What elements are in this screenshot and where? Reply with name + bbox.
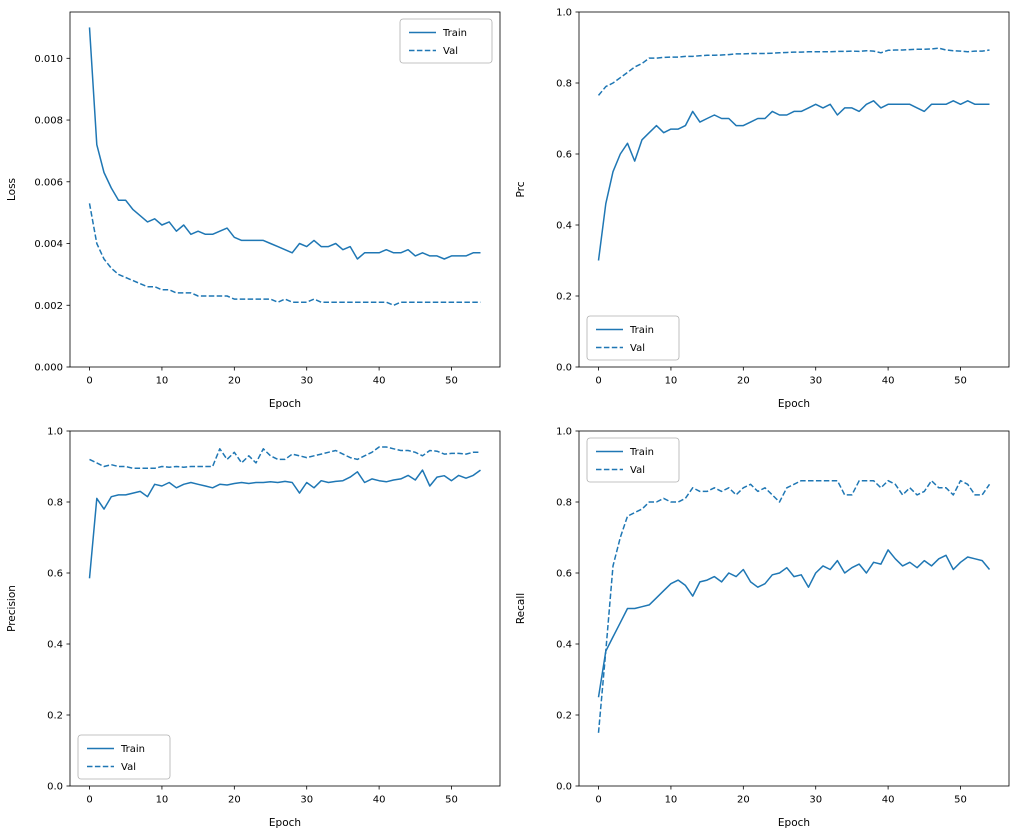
y-axis-label: Precision: [6, 585, 18, 632]
x-tick-label: 0: [86, 376, 92, 387]
x-axis-label: Epoch: [778, 817, 810, 829]
y-tick-label: 0.2: [47, 711, 63, 722]
y-tick-label: 0.0: [556, 782, 572, 793]
legend-label-train: Train: [629, 325, 654, 336]
precision-chart: 0 10 20 30 40 50 0.0 0.2 0.4 0.6 0.8 1.0 Epoch Precis…: [0, 419, 509, 838]
legend: Train Val: [399, 18, 493, 64]
x-tick-label: 40: [373, 376, 386, 387]
x-tick-label: 40: [373, 795, 386, 806]
y-tick-label: 0.008: [34, 116, 63, 127]
series-line-train: [597, 549, 991, 698]
x-tick-label: 20: [737, 376, 750, 387]
series-line-val: [88, 203, 481, 307]
y-tick-label: 0.6: [556, 569, 572, 580]
legend-label-val: Val: [630, 465, 645, 476]
legend: Train Val: [77, 734, 171, 780]
y-tick-label: 0.6: [556, 150, 572, 161]
series-line-train: [88, 469, 481, 579]
y-tick-label: 0.4: [556, 640, 572, 651]
x-axis-label: Epoch: [778, 398, 810, 410]
legend-label-val: Val: [443, 46, 458, 57]
precision-chart-svg: 0 10 20 30 40 50 0.0 0.2 0.4 0.6 0.8 1.0 Epoch Precis…: [6, 427, 501, 829]
legend-label-val: Val: [630, 343, 645, 354]
y-tick-label: 0.8: [556, 498, 572, 509]
x-tick-label: 10: [156, 376, 169, 387]
x-tick-label: 0: [86, 795, 92, 806]
x-tick-label: 10: [156, 795, 169, 806]
loss-chart-svg: 0 10 20 30 40 50 0.000 0.002 0.004 0.006 0.008 0.01…: [6, 11, 501, 410]
legend: Train Val: [586, 315, 680, 361]
y-tick-label: 0.2: [556, 711, 572, 722]
x-tick-label: 0: [595, 795, 601, 806]
y-tick-label: 0.2: [556, 292, 572, 303]
series-line-val: [597, 47, 990, 96]
y-tick-label: 0.0: [47, 782, 63, 793]
recall-chart: 0 10 20 30 40 50 0.0 0.2 0.4 0.6 0.8 1.0 Epoch Recall…: [509, 419, 1018, 838]
x-tick-label: 20: [228, 376, 241, 387]
prc-chart: 0 10 20 30 40 50 0.0 0.2 0.4 0.6 0.8 1.0 Epoch Prc Tra…: [509, 0, 1018, 419]
x-tick-label: 10: [665, 795, 678, 806]
legend-label-train: Train: [442, 28, 467, 39]
y-tick-label: 0.4: [47, 640, 63, 651]
legend-label-val: Val: [121, 762, 136, 773]
legend-label-train: Train: [629, 447, 654, 458]
legend-label-train: Train: [120, 744, 145, 755]
plot-frame: [69, 11, 501, 368]
legend-box: [399, 18, 493, 64]
plot-frame: [69, 430, 501, 787]
x-tick-label: 30: [300, 795, 313, 806]
series-line-train: [597, 100, 990, 261]
series-line-train: [88, 27, 481, 260]
recall-chart-svg: 0 10 20 30 40 50 0.0 0.2 0.4 0.6 0.8 1.0 Epoch Recall…: [515, 427, 1010, 829]
y-tick-label: 1.0: [47, 427, 63, 438]
legend-box: [586, 315, 680, 361]
x-tick-label: 50: [445, 795, 458, 806]
x-tick-label: 10: [665, 376, 678, 387]
prc-chart-svg: 0 10 20 30 40 50 0.0 0.2 0.4 0.6 0.8 1.0 Epoch Prc Tra…: [515, 8, 1010, 410]
plot-frame: [578, 11, 1010, 368]
x-tick-label: 50: [954, 795, 967, 806]
x-tick-label: 50: [445, 376, 458, 387]
y-tick-label: 0.8: [556, 79, 572, 90]
x-tick-label: 50: [954, 376, 967, 387]
y-tick-label: 1.0: [556, 8, 572, 19]
y-tick-label: 0.8: [47, 498, 63, 509]
x-tick-label: 20: [228, 795, 241, 806]
loss-chart: 0 10 20 30 40 50 0.000 0.002 0.004 0.006 0.008 0.01…: [0, 0, 509, 419]
y-axis-label: Prc: [515, 181, 527, 197]
series-line-val: [597, 479, 991, 733]
x-tick-label: 20: [737, 795, 750, 806]
x-axis-label: Epoch: [269, 398, 301, 410]
legend-box: [77, 734, 171, 780]
legend: Train Val: [586, 437, 680, 483]
x-tick-label: 30: [809, 795, 822, 806]
y-tick-label: 0.002: [34, 301, 63, 312]
x-tick-label: 40: [882, 795, 895, 806]
y-tick-label: 0.6: [47, 569, 63, 580]
y-tick-label: 0.004: [34, 239, 63, 250]
legend-box: [586, 437, 680, 483]
y-axis-label: Recall: [515, 593, 527, 624]
series-line-val: [89, 446, 481, 470]
y-axis-label: Loss: [6, 178, 18, 201]
x-tick-label: 0: [595, 376, 601, 387]
y-tick-label: 0.010: [34, 54, 63, 65]
y-tick-label: 1.0: [556, 427, 572, 438]
x-tick-label: 30: [809, 376, 822, 387]
y-tick-label: 0.0: [556, 363, 572, 374]
y-tick-label: 0.4: [556, 221, 572, 232]
y-tick-label: 0.006: [34, 177, 63, 188]
plot-frame: [578, 430, 1010, 787]
x-axis-label: Epoch: [269, 817, 301, 829]
y-tick-label: 0.000: [34, 363, 63, 374]
x-tick-label: 30: [300, 376, 313, 387]
x-tick-label: 40: [882, 376, 895, 387]
